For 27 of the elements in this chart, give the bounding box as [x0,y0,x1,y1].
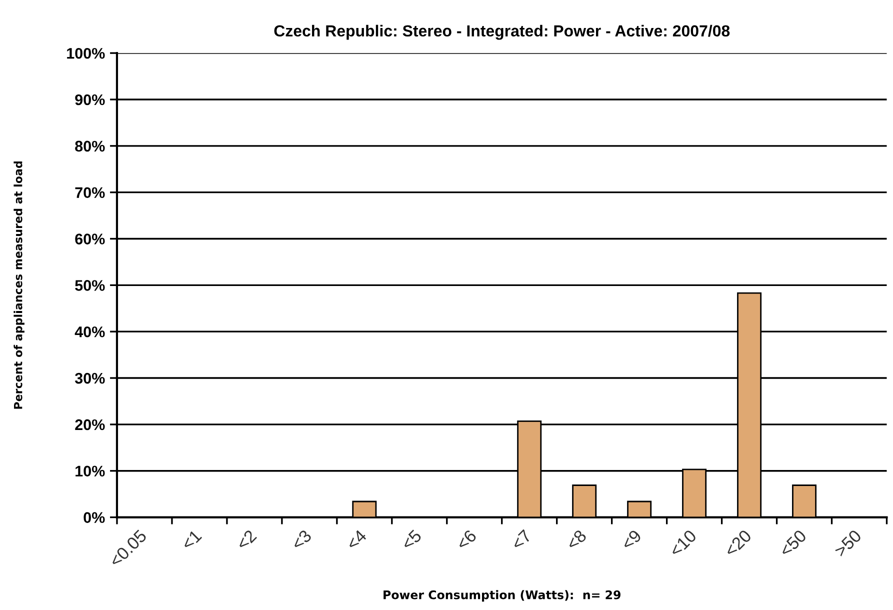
y-tick-label: 50% [75,280,105,291]
x-tick-label: <8 [566,529,588,551]
x-tick-label: <20 [724,529,752,558]
x-tick-label: <6 [456,529,478,551]
y-tick-label: 70% [75,187,105,198]
x-axis-title: Power Consumption (Watts): n= 29 [384,590,620,602]
x-tick-label: >50 [834,529,862,558]
x-tick-label: <5 [400,529,422,551]
y-tick-label: 10% [76,466,105,477]
y-tick-label: 60% [75,234,105,244]
y-axis-title: Percent of appliances measured at load [14,161,24,409]
x-tick-label: <9 [620,529,642,551]
x-tick-label: <2 [236,529,257,551]
y-tick-label: 100% [67,48,105,59]
x-tick-label: <4 [346,529,368,551]
y-tick-label: 80% [75,140,105,152]
x-tick-label: <3 [290,529,312,551]
chart-title: Czech Republic: Stereo - Integrated: Power - Active: 2007/08 [274,24,730,40]
x-tick-label: <10 [668,529,698,558]
x-tick-label: <1 [180,529,202,551]
y-tick-label: 0% [84,512,105,523]
y-tick-label: 40% [74,326,105,338]
x-tick-label: <7 [510,529,532,551]
y-tick-label: 30% [74,372,105,384]
y-tick-label: 90% [75,94,105,106]
y-tick-label: 20% [75,419,105,430]
x-tick-label: <50 [778,529,808,558]
